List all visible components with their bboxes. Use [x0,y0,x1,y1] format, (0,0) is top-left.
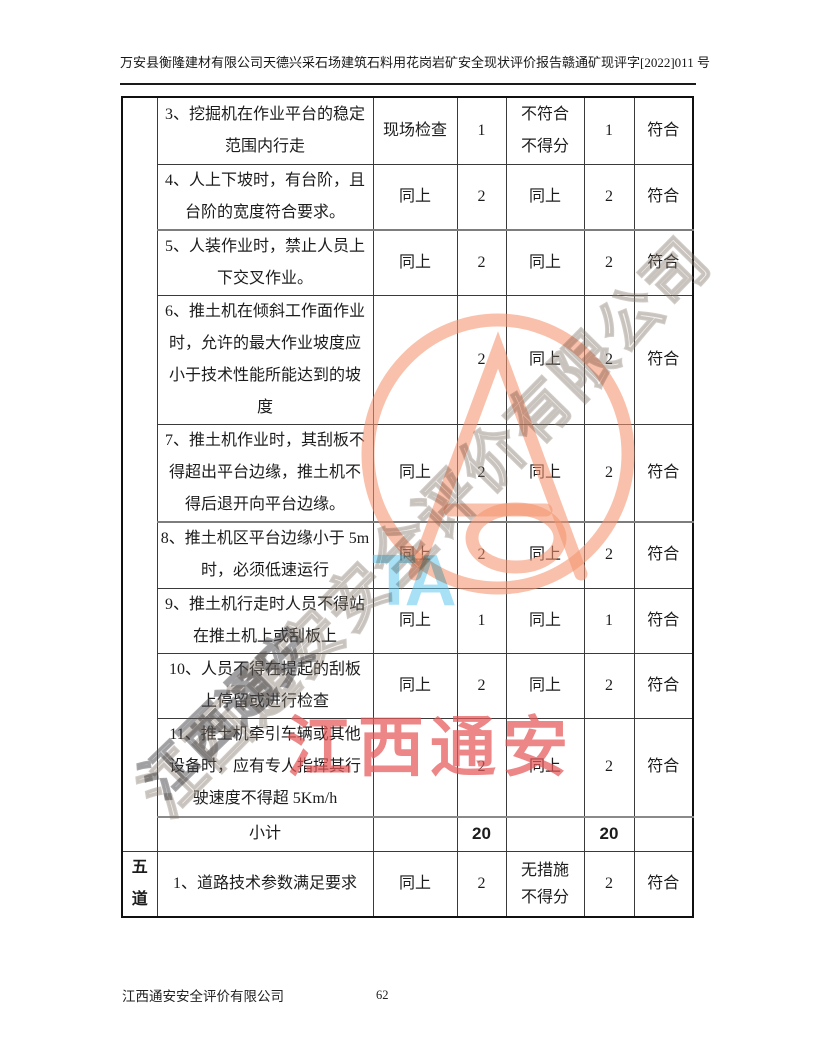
cell-result: 符合 [633,521,694,589]
cell-criteria: 同上 [505,424,585,523]
cell-item: 9、推土机行走时人员不得站 在推土机上或刮板上 [156,587,374,654]
cell-result [633,816,694,852]
cell-result: 符合 [633,850,694,917]
table-row: 6、推土机在倾斜工作面作业 时，允许的最大作业坡度应 小于技术性能所能达到的坡 … [122,295,694,425]
cell-method [372,295,458,425]
cell-result: 符合 [633,295,694,425]
cell-score: 1 [456,96,507,165]
table-row: 7、推土机作业时，其刮板不 得超出平台边缘，推土机不 得后退开向平台边缘。 同上 2… [122,424,694,523]
table-row: 11、推土机牵引车辆或其他 设备时，应有专人指挥其行 驶速度不得超 5Km/h 2… [122,717,694,818]
cell-score: 2 [456,424,507,523]
cell-criteria: 不符合 不得分 [505,96,585,165]
table-row: 9、推土机行走时人员不得站 在推土机上或刮板上 同上 1 同上 1 符合 [122,587,694,654]
cell-method: 同上 [372,229,458,296]
cell-item: 11、推土机牵引车辆或其他 设备时，应有专人指挥其行 驶速度不得超 5Km/h [156,717,374,818]
cell-item: 1、道路技术参数满足要求 [156,850,374,917]
evaluation-table: 3、挖掘机在作业平台的稳定 范围内行走 现场检查 1 不符合 不得分 1 符合 4、人上下坡… [121,96,694,918]
cell-method: 同上 [372,850,458,917]
cell-method [372,816,458,852]
cell-method: 同上 [372,163,458,231]
cell-score: 20 [456,816,507,852]
cell-item: 7、推土机作业时，其刮板不 得超出平台边缘，推土机不 得后退开向平台边缘。 [156,424,374,523]
cell-score2: 2 [583,229,635,296]
cell-method [372,717,458,818]
cell-score2: 2 [583,521,635,589]
cell-result: 符合 [633,587,694,654]
table-row: 4、人上下坡时，有台阶，且 台阶的宽度符合要求。 同上 2 同上 2 符合 [122,163,694,231]
cell-result: 符合 [633,229,694,296]
table-row: 五 道 1、道路技术参数满足要求 同上 2 无措施 不得分 2 符合 [121,850,694,917]
cell-criteria: 同上 [505,229,585,296]
table-row: 8、推土机区平台边缘小于 5m 时，必须低速运行 同上 2 同上 2 符合 [122,521,694,589]
cell-score: 2 [456,229,507,296]
category-cell: 五 道 [121,850,158,917]
cell-item: 6、推土机在倾斜工作面作业 时，允许的最大作业坡度应 小于技术性能所能达到的坡 … [156,295,374,425]
cell-method: 现场检查 [372,96,458,165]
cell-score2: 2 [583,295,635,425]
category-cell-empty [121,96,158,852]
cell-method: 同上 [372,521,458,589]
cell-method: 同上 [372,424,458,523]
cell-result: 符合 [633,96,694,165]
cell-result: 符合 [633,652,694,719]
table-row: 小计 20 20 [122,816,694,852]
cell-score: 2 [456,717,507,818]
cell-item: 8、推土机区平台边缘小于 5m 时，必须低速运行 [156,521,374,589]
cell-criteria: 同上 [505,587,585,654]
report-title: 万安县衡隆建材有限公司天德兴采石场建筑石料用花岗岩矿安全现状评价报告 [120,55,563,70]
cell-item: 小计 [156,816,374,852]
cell-criteria [505,816,585,852]
cell-method: 同上 [372,652,458,719]
cell-score: 1 [456,587,507,654]
cell-result: 符合 [633,717,694,818]
cell-method: 同上 [372,587,458,654]
cell-item: 10、人员不得在提起的刮板 上停留或进行检查 [156,652,374,719]
table-row: 10、人员不得在提起的刮板 上停留或进行检查 同上 2 同上 2 符合 [122,652,694,719]
cell-result: 符合 [633,163,694,231]
cell-criteria: 同上 [505,652,585,719]
cell-criteria: 同上 [505,521,585,589]
cell-score2: 20 [583,816,635,852]
cell-score2: 2 [583,717,635,818]
cell-score: 2 [456,163,507,231]
header-rule [120,83,696,85]
table-row: 5、人装作业时，禁止人员上 下交叉作业。 同上 2 同上 2 符合 [122,229,694,296]
cell-item: 4、人上下坡时，有台阶，且 台阶的宽度符合要求。 [156,163,374,231]
cell-score: 2 [456,521,507,589]
cell-score2: 2 [583,163,635,231]
cell-score2: 1 [583,96,635,165]
footer-page-number: 62 [376,988,389,1002]
cell-score2: 2 [583,652,635,719]
page-header: 万安县衡隆建材有限公司天德兴采石场建筑石料用花岗岩矿安全现状评价报告 赣通矿现评… [120,54,710,71]
cell-score: 2 [456,850,507,917]
cell-score: 2 [456,295,507,425]
cell-score2: 1 [583,587,635,654]
cell-score: 2 [456,652,507,719]
cell-score2: 2 [583,850,635,917]
doc-number: 赣通矿现评字[2022]011 号 [562,55,710,70]
cell-score2: 2 [583,424,635,523]
cell-criteria: 同上 [505,295,585,425]
cell-criteria: 同上 [505,717,585,818]
cell-item: 3、挖掘机在作业平台的稳定 范围内行走 [156,96,374,165]
table-row: 3、挖掘机在作业平台的稳定 范围内行走 现场检查 1 不符合 不得分 1 符合 [121,96,694,852]
cell-result: 符合 [633,424,694,523]
footer-company: 江西通安安全评价有限公司 [122,989,284,1004]
cell-item: 5、人装作业时，禁止人员上 下交叉作业。 [156,229,374,296]
cell-criteria: 无措施 不得分 [505,850,585,917]
cell-criteria: 同上 [505,163,585,231]
